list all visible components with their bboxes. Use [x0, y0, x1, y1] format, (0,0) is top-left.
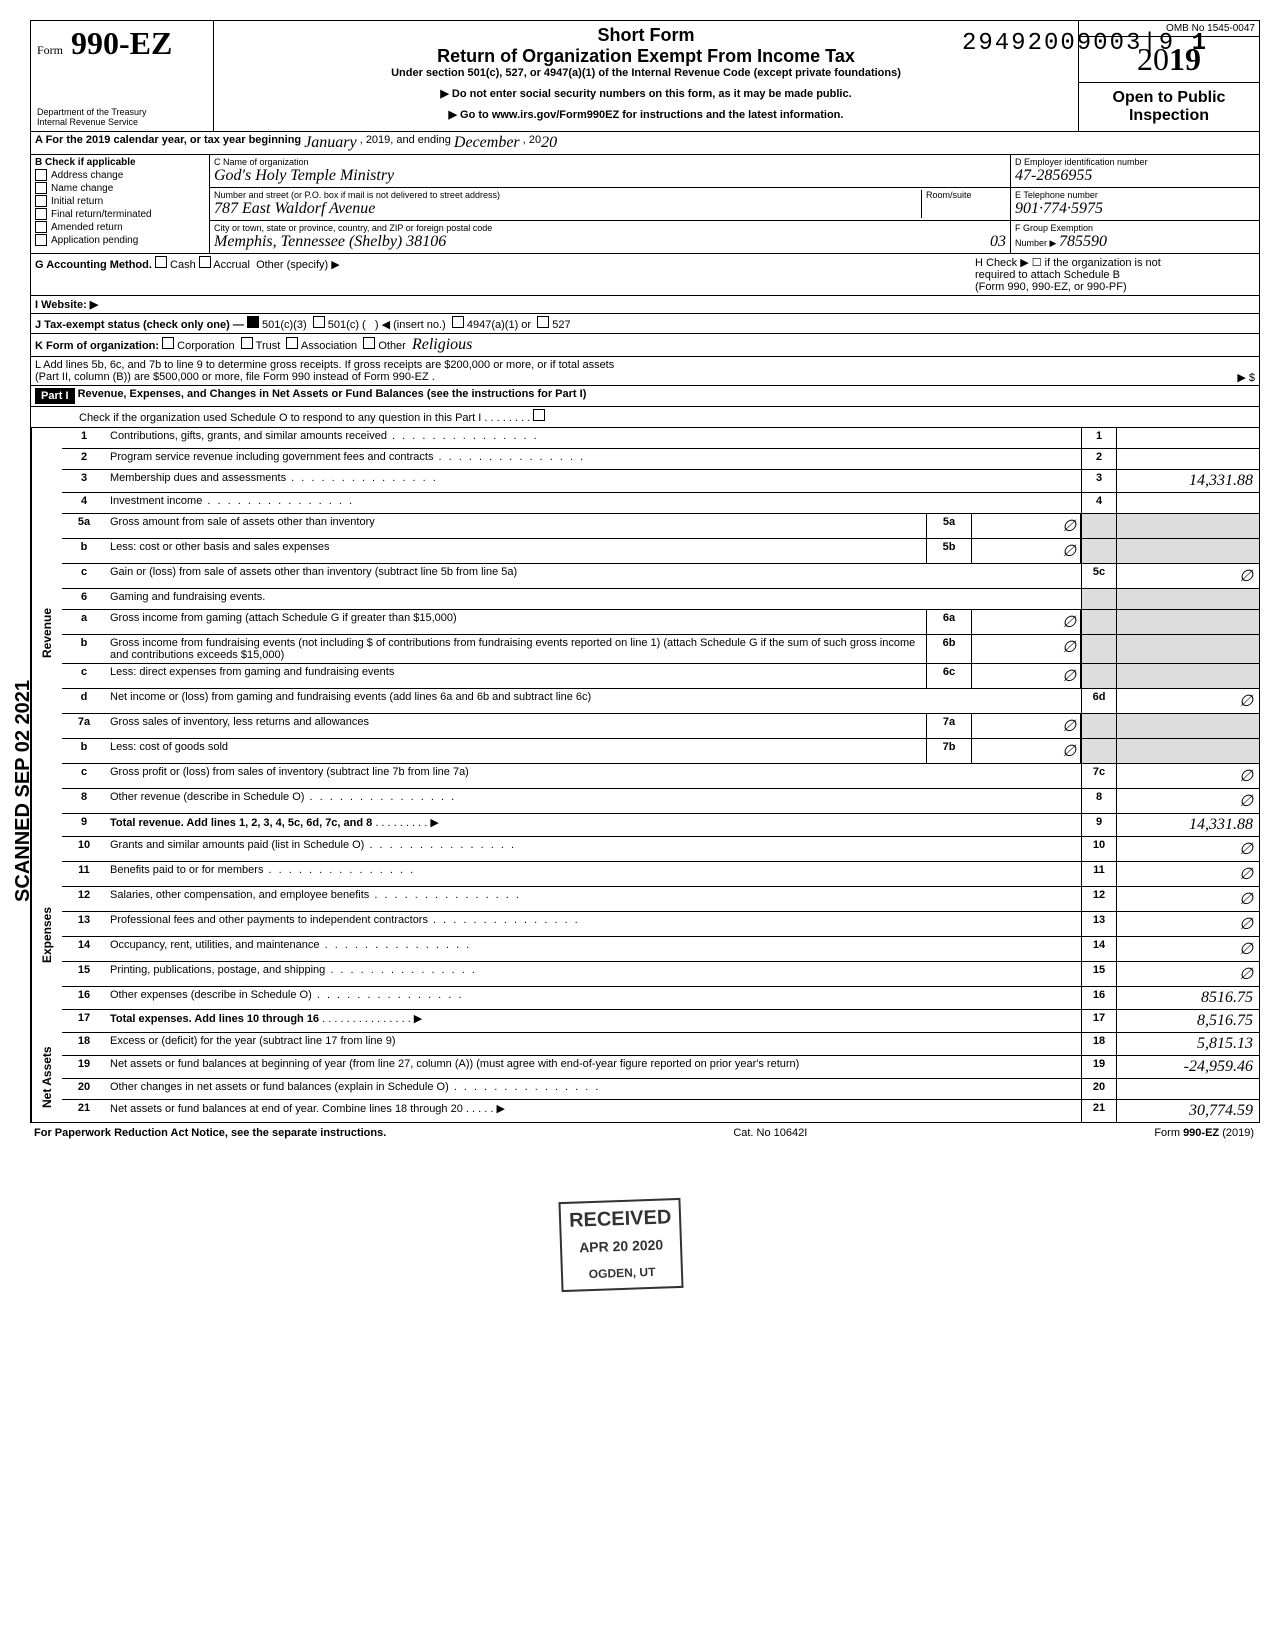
line-2: 2Program service revenue including gover…	[62, 449, 1259, 470]
year-end-yy[interactable]: 20	[541, 134, 557, 152]
row-i-website: I Website: ▶	[31, 296, 1259, 314]
col-b-checkboxes: B Check if applicable Address change Nam…	[31, 155, 210, 253]
goto-url: ▶ Go to www.irs.gov/Form990EZ for instru…	[220, 108, 1072, 121]
row-j-exempt-status: J Tax-exempt status (check only one) — 5…	[31, 314, 1259, 334]
cb-initial-return[interactable]	[35, 195, 47, 207]
open-public: Open to PublicInspection	[1079, 83, 1259, 131]
street[interactable]: 787 East Waldorf Avenue	[214, 200, 921, 218]
f-label: F Group ExemptionNumber ▶ 785590	[1015, 223, 1255, 251]
line-16: 16Other expenses (describe in Schedule O…	[62, 987, 1259, 1010]
city-suffix[interactable]: 03	[990, 233, 1006, 251]
cb-pending[interactable]	[35, 234, 47, 246]
line-5a: 5aGross amount from sale of assets other…	[62, 514, 1259, 539]
section-bcdef: B Check if applicable Address change Nam…	[31, 155, 1259, 254]
c-label: C Name of organization	[214, 157, 1006, 167]
line-21: 21Net assets or fund balances at end of …	[62, 1100, 1259, 1122]
cb-name-change[interactable]	[35, 182, 47, 194]
year-end[interactable]: December	[454, 134, 520, 152]
row-gh: G Accounting Method. Cash Accrual Other …	[31, 254, 1259, 296]
year-begin[interactable]: January	[304, 134, 356, 152]
cb-final-return[interactable]	[35, 208, 47, 220]
line-8: 8Other revenue (describe in Schedule O)8…	[62, 789, 1259, 814]
group-exemption[interactable]: 785590	[1059, 233, 1107, 250]
cb-cash[interactable]	[155, 256, 167, 268]
side-expenses: Expenses	[31, 837, 62, 1033]
city[interactable]: Memphis, Tennessee (Shelby) 38106	[214, 233, 446, 251]
cb-amended[interactable]	[35, 221, 47, 233]
cb-501c3[interactable]	[247, 316, 259, 328]
form-title: Return of Organization Exempt From Incom…	[220, 46, 1072, 67]
row-l-gross-receipts: L Add lines 5b, 6c, and 7b to line 9 to …	[31, 357, 1259, 386]
line-17: 17Total expenses. Add lines 10 through 1…	[62, 1010, 1259, 1033]
d-label: D Employer identification number	[1015, 157, 1255, 167]
line-7a: 7aGross sales of inventory, less returns…	[62, 714, 1259, 739]
line-1: 1Contributions, gifts, grants, and simil…	[62, 428, 1259, 449]
cb-trust[interactable]	[241, 337, 253, 349]
line-10: 10Grants and similar amounts paid (list …	[62, 837, 1259, 862]
ein[interactable]: 47-2856955	[1015, 167, 1255, 185]
side-netassets: Net Assets	[31, 1033, 62, 1122]
footer-cat: Cat. No 10642I	[733, 1127, 807, 1139]
form-number: Form 990-EZ	[37, 25, 207, 62]
cb-corp[interactable]	[162, 337, 174, 349]
line-5b: bLess: cost or other basis and sales exp…	[62, 539, 1259, 564]
line-5c: cGain or (loss) from sale of assets othe…	[62, 564, 1259, 589]
line-3: 3Membership dues and assessments314,331.…	[62, 470, 1259, 493]
h-schedule-b: H Check ▶ ☐ if the organization is not r…	[975, 256, 1255, 293]
row-a-tax-year: A For the 2019 calendar year, or tax yea…	[31, 132, 1259, 155]
line-7c: cGross profit or (loss) from sales of in…	[62, 764, 1259, 789]
cb-accrual[interactable]	[199, 256, 211, 268]
line-18: 18Excess or (deficit) for the year (subt…	[62, 1033, 1259, 1056]
line-15: 15Printing, publications, postage, and s…	[62, 962, 1259, 987]
part-1-check: Check if the organization used Schedule …	[31, 407, 1259, 428]
line-4: 4Investment income4	[62, 493, 1259, 514]
line-6b: bGross income from fundraising events (n…	[62, 635, 1259, 664]
line-6d: dNet income or (loss) from gaming and fu…	[62, 689, 1259, 714]
line-14: 14Occupancy, rent, utilities, and mainte…	[62, 937, 1259, 962]
e-label: E Telephone number	[1015, 190, 1255, 200]
under-section: Under section 501(c), 527, or 4947(a)(1)…	[220, 67, 1072, 79]
city-label: City or town, state or province, country…	[214, 223, 1006, 233]
org-name[interactable]: God's Holy Temple Ministry	[214, 167, 1006, 185]
side-revenue: Revenue	[31, 428, 62, 837]
cb-527[interactable]	[537, 316, 549, 328]
line-6: 6Gaming and fundraising events.	[62, 589, 1259, 610]
cb-address-change[interactable]	[35, 169, 47, 181]
cb-assoc[interactable]	[286, 337, 298, 349]
line-9: 9Total revenue. Add lines 1, 2, 3, 4, 5c…	[62, 814, 1259, 837]
footer: For Paperwork Reduction Act Notice, see …	[30, 1123, 1258, 1143]
line-11: 11Benefits paid to or for members11∅	[62, 862, 1259, 887]
room-label: Room/suite	[926, 190, 1006, 200]
cb-other-org[interactable]	[363, 337, 375, 349]
line-19: 19Net assets or fund balances at beginni…	[62, 1056, 1259, 1079]
line-6c: cLess: direct expenses from gaming and f…	[62, 664, 1259, 689]
cb-501c[interactable]	[313, 316, 325, 328]
line-7b: bLess: cost of goods sold7b∅	[62, 739, 1259, 764]
no-ssn-notice: ▶ Do not enter social security numbers o…	[220, 87, 1072, 100]
received-stamp: RECEIVED APR 20 2020 OGDEN, UT	[558, 1198, 683, 1292]
part-1-header: Part I Revenue, Expenses, and Changes in…	[31, 386, 1259, 407]
org-type-other[interactable]: Religious	[412, 336, 472, 353]
footer-form: Form 990-EZ (2019)	[1154, 1127, 1254, 1139]
line-20: 20Other changes in net assets or fund ba…	[62, 1079, 1259, 1100]
phone[interactable]: 901·774·5975	[1015, 200, 1255, 218]
cb-schedule-o[interactable]	[533, 409, 545, 421]
line-6a: aGross income from gaming (attach Schedu…	[62, 610, 1259, 635]
row-k-form-org: K Form of organization: Corporation Trus…	[31, 334, 1259, 357]
street-label: Number and street (or P.O. box if mail i…	[214, 190, 921, 200]
line-13: 13Professional fees and other payments t…	[62, 912, 1259, 937]
short-form-label: Short Form	[220, 25, 1072, 46]
footer-left: For Paperwork Reduction Act Notice, see …	[34, 1127, 386, 1139]
dept-treasury: Department of the TreasuryInternal Reven…	[37, 107, 207, 127]
cb-4947[interactable]	[452, 316, 464, 328]
form-990ez: Form 990-EZ Department of the TreasuryIn…	[30, 20, 1260, 1123]
line-12: 12Salaries, other compensation, and empl…	[62, 887, 1259, 912]
dln: 29492009003|9 1	[962, 30, 1208, 57]
